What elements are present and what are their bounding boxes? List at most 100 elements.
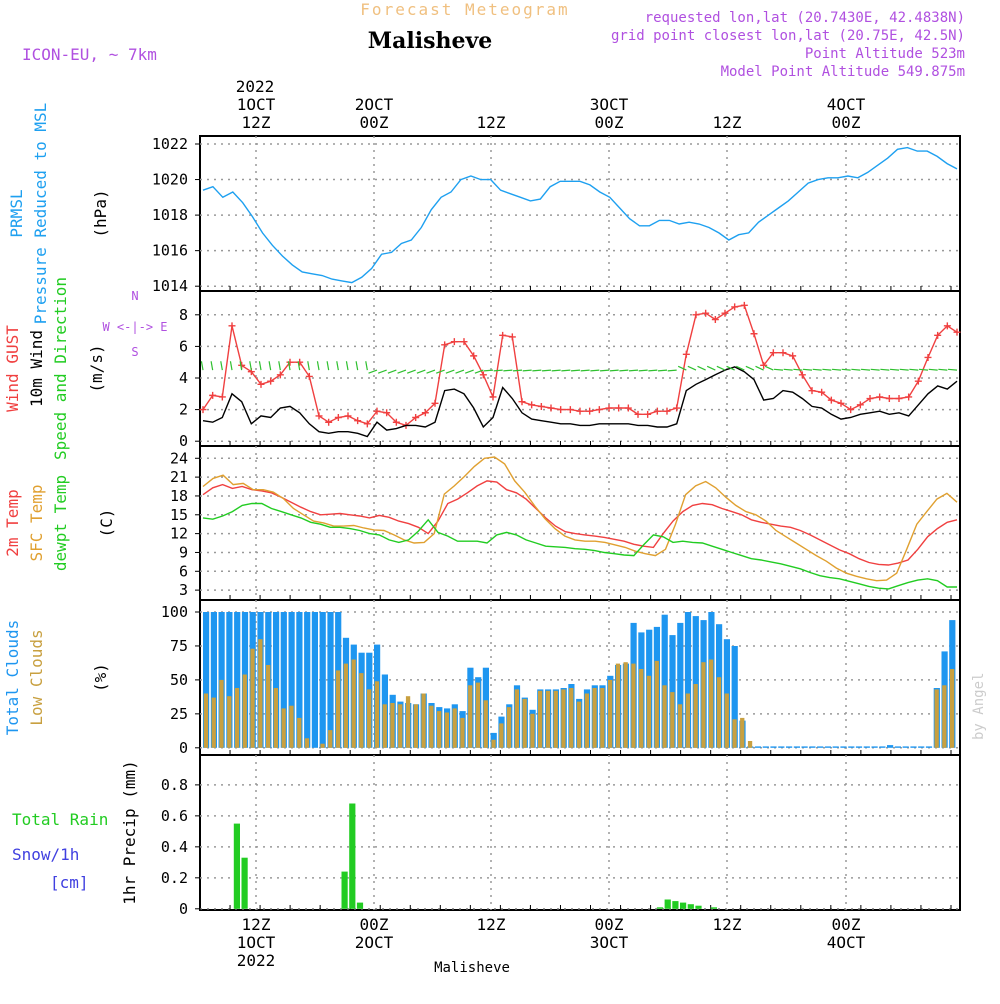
panel-ylabel-line: Total Clouds [3, 620, 22, 736]
bar-total-clouds [793, 746, 800, 748]
bar-low-clouds [460, 717, 465, 748]
gust-marker [914, 377, 922, 385]
gust-marker [334, 414, 342, 421]
y-tick-label: 6 [179, 562, 188, 580]
wind-arrow [522, 369, 532, 372]
bar-low-clouds [382, 704, 387, 748]
gust-marker [653, 407, 661, 415]
wind-arrow [297, 361, 301, 371]
wind-arrow [812, 368, 822, 371]
wind-arrow [899, 368, 909, 371]
y-tick-label: 8 [179, 306, 188, 324]
bar-low-clouds [351, 659, 356, 748]
bar-low-clouds [475, 682, 481, 748]
gust-marker [344, 412, 352, 420]
wind-arrow [599, 369, 610, 372]
bar-total-rain [341, 871, 348, 909]
bar-low-clouds [398, 704, 403, 748]
y-tick-label: 1022 [152, 135, 188, 153]
panel-2: 0 2 4 6 8 Wind GUST 10m Wind Speed and Directio… [3, 277, 961, 460]
bar-low-clouds [576, 701, 582, 748]
bar-low-clouds [328, 730, 333, 748]
bar-low-clouds [747, 741, 753, 748]
top-year: 2022 [236, 77, 275, 96]
panel-ylabel-line: Wind GUST [3, 325, 22, 412]
wind-arrow [831, 368, 842, 371]
bar-low-clouds [538, 690, 543, 748]
bar-low-clouds [553, 690, 558, 748]
gust-marker [750, 330, 758, 338]
bar-total-clouds [910, 746, 917, 748]
wind-arrow [802, 368, 813, 371]
gust-marker [557, 406, 565, 414]
gridpoint-coords: grid point closest lon,lat (20.75E, 42.5… [611, 28, 965, 44]
bar-total-rain [349, 803, 356, 909]
bar-total-clouds [871, 746, 878, 748]
product-title: Forecast Meteogram [360, 0, 569, 19]
wind-arrow [822, 368, 832, 371]
gust-marker [286, 358, 294, 366]
gust-marker [305, 372, 313, 380]
bar-total-clouds [855, 746, 863, 748]
bar-total-clouds [677, 622, 684, 748]
gust-marker [847, 406, 855, 414]
gust-marker [934, 331, 942, 339]
wind-arrow [716, 365, 726, 371]
gust-marker [518, 398, 526, 406]
bar-low-clouds [242, 674, 247, 748]
panel-unit-label: (hPa) [91, 189, 110, 237]
gust-marker [663, 407, 671, 415]
wind-arrow [355, 361, 359, 371]
bottom-time-label: 00Z [832, 915, 861, 934]
gust-marker [276, 371, 284, 379]
wind-arrow [210, 361, 214, 371]
gust-marker [798, 371, 806, 379]
series-line-wind-gust [202, 304, 958, 427]
bar-low-clouds [250, 648, 255, 748]
y-tick-label: 0 [179, 739, 188, 757]
y-tick-label: 1016 [152, 242, 188, 260]
side-label-snow-unit: [cm] [50, 873, 89, 892]
gust-marker [702, 309, 710, 317]
wind-arrow [697, 365, 706, 371]
wind-arrow [870, 368, 880, 371]
wind-arrow [860, 368, 871, 371]
bar-total-clouds [234, 612, 241, 748]
wind-arrow [336, 361, 339, 371]
panel-frame [199, 754, 961, 911]
wind-arrow [436, 369, 445, 374]
gust-marker [257, 380, 265, 388]
bar-low-clouds [343, 663, 348, 748]
top-date-label: 2OCT [355, 95, 394, 114]
top-time-label: 12Z [242, 113, 271, 132]
gust-marker [885, 395, 893, 403]
y-tick-label: 0.8 [161, 776, 188, 794]
bar-low-clouds [281, 708, 286, 748]
gust-marker [866, 395, 874, 403]
bar-total-clouds [824, 746, 832, 748]
gust-marker [595, 406, 603, 414]
wind-arrow [493, 369, 503, 372]
wind-arrow [445, 369, 455, 374]
gust-marker [760, 361, 768, 369]
bar-low-clouds [639, 669, 644, 748]
wind-arrow [249, 361, 252, 371]
wind-arrow [706, 365, 716, 371]
gust-marker [460, 338, 468, 346]
bar-low-clouds [203, 693, 209, 748]
bar-low-clouds [452, 708, 457, 748]
panel-ylabel-line: dewpt Temp [51, 475, 70, 571]
wind-arrow [551, 369, 561, 372]
wind-arrow [541, 369, 552, 372]
bar-low-clouds [483, 700, 488, 748]
top-time-label: 00Z [595, 113, 624, 132]
bar-total-clouds [288, 612, 295, 748]
bar-total-clouds [692, 616, 699, 748]
gust-marker [325, 418, 333, 426]
gust-marker [373, 407, 381, 415]
wind-arrow [928, 368, 938, 371]
y-tick-label: 9 [179, 543, 188, 561]
gust-marker [479, 371, 487, 379]
gust-marker [634, 410, 642, 418]
gust-marker [392, 418, 400, 426]
